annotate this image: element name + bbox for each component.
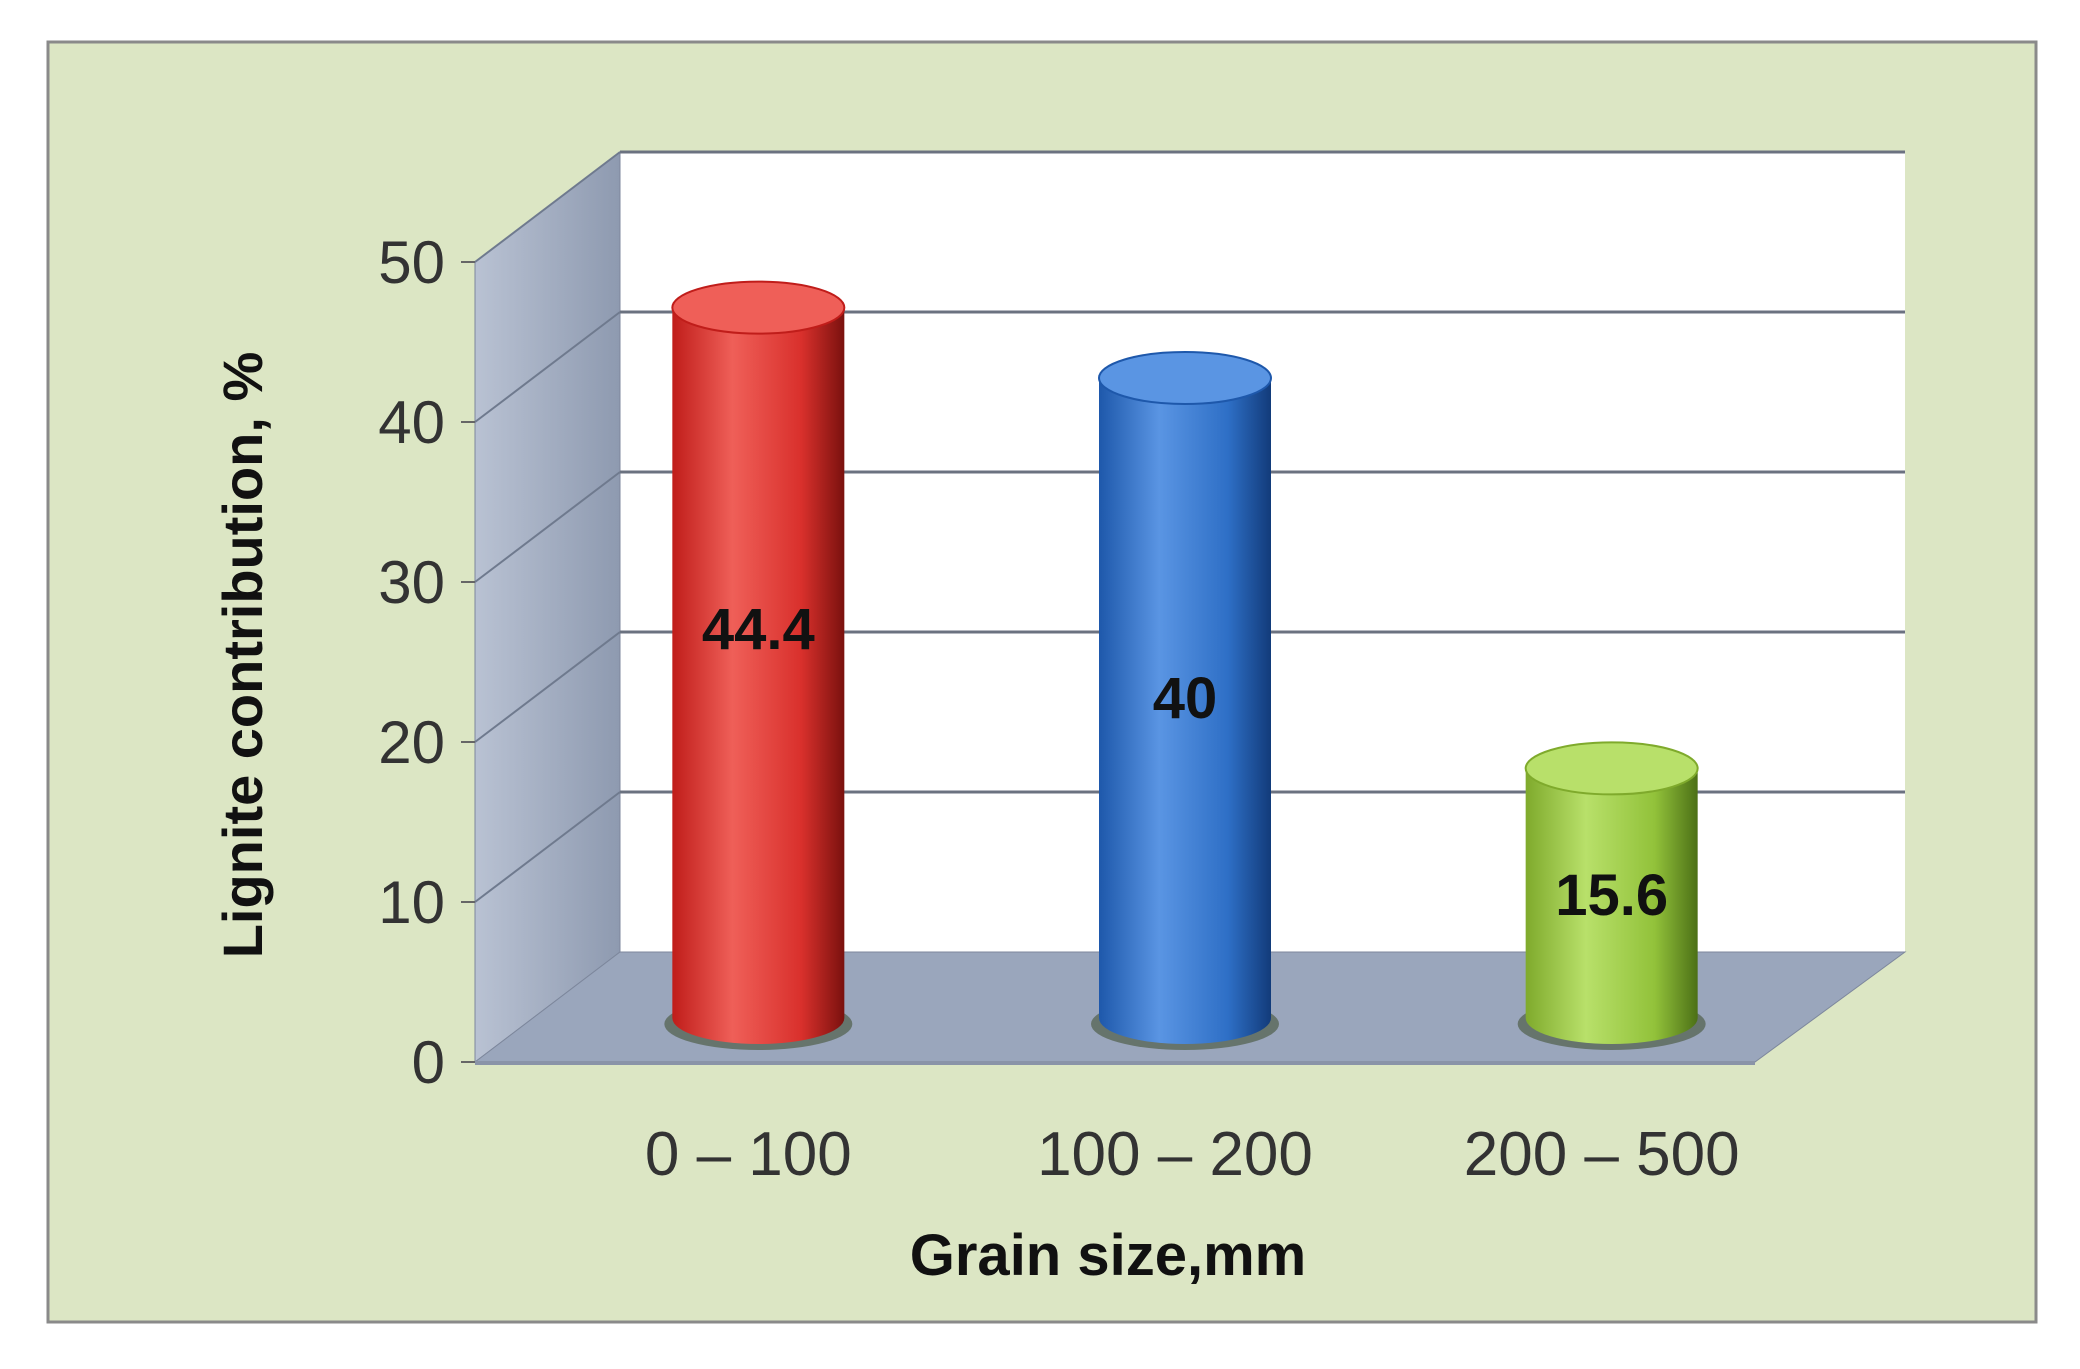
y-axis-label: Lignite contribution, % <box>211 352 274 959</box>
x-tick-label-1: 100 – 200 <box>1037 1120 1313 1189</box>
side-wall <box>474 150 621 1064</box>
bar-1 <box>1099 378 1271 1044</box>
y-tick-label: 30 <box>378 549 445 616</box>
bar-top-2 <box>1524 741 1699 796</box>
y-tick-label: 0 <box>412 1029 445 1096</box>
y-axis-ticks: 0 10 20 30 40 50 <box>378 229 475 1096</box>
x-tick-label-2: 200 – 500 <box>1464 1120 1740 1189</box>
bar-top-1 <box>1098 351 1272 405</box>
data-label-0: 44.4 <box>702 597 815 662</box>
gridline-side <box>474 311 621 423</box>
data-label-2: 15.6 <box>1555 863 1668 928</box>
y-tick-label: 20 <box>378 709 445 776</box>
x-axis-label: Grain size,mm <box>910 1223 1306 1288</box>
bars: 44.4 40 15.6 <box>664 280 1706 1050</box>
x-tick-label-0: 0 – 100 <box>645 1120 852 1189</box>
gridline-side <box>474 151 621 263</box>
gridline-side <box>474 791 621 903</box>
x-axis-ticks: 0 – 100 100 – 200 200 – 500 <box>645 1120 1740 1189</box>
gridline-side <box>474 471 621 583</box>
y-tick-label: 10 <box>378 869 445 936</box>
data-label-1: 40 <box>1153 666 1218 731</box>
bar-2 <box>1525 768 1698 1044</box>
y-tick-label: 40 <box>378 389 445 456</box>
bar-0 <box>672 307 845 1045</box>
gridline-side <box>474 631 621 743</box>
y-tick-label: 50 <box>378 229 445 296</box>
bar-top-0 <box>671 280 846 335</box>
